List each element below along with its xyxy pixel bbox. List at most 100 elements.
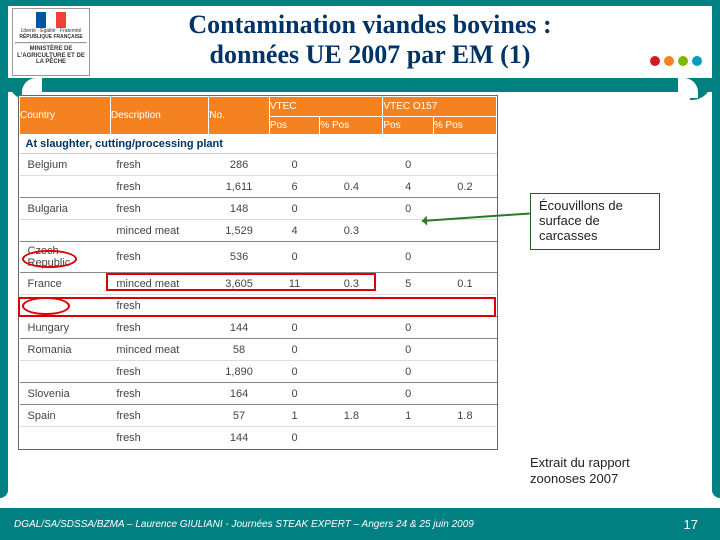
section-row: At slaughter, cutting/processing plant	[20, 135, 497, 154]
cell-p1: 0	[269, 383, 319, 405]
cell-country: Slovenia	[20, 383, 111, 405]
cell-no: 164	[209, 383, 270, 405]
border-right	[712, 0, 720, 498]
cell-pp1	[320, 361, 383, 383]
cell-desc: fresh	[110, 361, 208, 383]
cell-p2: 0	[383, 383, 433, 405]
table-row: Hungaryfresh14400	[20, 317, 497, 339]
cell-no: 1,529	[209, 220, 270, 242]
cell-pp1	[320, 154, 383, 176]
table-row: fresh1,61160.440.2	[20, 176, 497, 198]
cell-pp1	[320, 383, 383, 405]
flag-icon	[36, 12, 66, 28]
cell-p1: 4	[269, 220, 319, 242]
page-number: 17	[684, 517, 698, 532]
dot-icon	[678, 56, 688, 66]
cell-desc: fresh	[110, 176, 208, 198]
cell-p1: 0	[269, 198, 319, 220]
cell-p1: 0	[269, 339, 319, 361]
cell-no: 1,890	[209, 361, 270, 383]
cell-p2: 0	[383, 317, 433, 339]
cell-country: Bulgaria	[20, 198, 111, 220]
border-left	[0, 0, 8, 498]
cell-country: Hungary	[20, 317, 111, 339]
th-vtec-o157: VTEC O157	[383, 97, 497, 117]
table-row: Romaniaminced meat5800	[20, 339, 497, 361]
cell-desc: fresh	[110, 242, 208, 273]
ministry-logo: Liberté · Égalité · Fraternité RÉPUBLIQU…	[12, 8, 90, 76]
highlight-rect	[18, 297, 496, 317]
cell-p1: 0	[269, 154, 319, 176]
cell-pp1: 0.4	[320, 176, 383, 198]
cell-p2: 0	[383, 361, 433, 383]
cell-pp1: 0.3	[320, 220, 383, 242]
table-row: Spainfresh5711.811.8	[20, 405, 497, 427]
footer: DGAL/SA/SDSSA/BZMA – Laurence GIULIANI -…	[0, 508, 720, 540]
cell-p2: 4	[383, 176, 433, 198]
th-pos1: Pos	[269, 117, 319, 135]
cell-country	[20, 361, 111, 383]
cell-no: 536	[209, 242, 270, 273]
table-row: Belgiumfresh28600	[20, 154, 497, 176]
cell-p1: 1	[269, 405, 319, 427]
cell-pp2: 0.2	[433, 176, 496, 198]
section-label: At slaughter, cutting/processing plant	[20, 135, 497, 154]
cell-desc: minced meat	[110, 220, 208, 242]
cell-country: Romania	[20, 339, 111, 361]
cell-pp1	[320, 427, 383, 449]
table-row: Sloveniafresh16400	[20, 383, 497, 405]
cell-pp2	[433, 339, 496, 361]
cell-pp2	[433, 317, 496, 339]
cell-p2: 0	[383, 154, 433, 176]
cell-pp2	[433, 220, 496, 242]
th-description: Description	[110, 97, 208, 135]
cell-no: 144	[209, 427, 270, 449]
th-country: Country	[20, 97, 111, 135]
cell-pp2	[433, 154, 496, 176]
table-row: fresh1440	[20, 427, 497, 449]
border-top	[0, 0, 720, 6]
cell-desc: fresh	[110, 154, 208, 176]
table-row: Czech Republicfresh53600	[20, 242, 497, 273]
cell-p2: 0	[383, 339, 433, 361]
cell-p2: 0	[383, 242, 433, 273]
cell-p2	[383, 427, 433, 449]
cell-p2: 5	[383, 273, 433, 295]
cell-p2: 1	[383, 405, 433, 427]
th-no: No.	[209, 97, 270, 135]
cell-no: 148	[209, 198, 270, 220]
th-vtec: VTEC	[269, 97, 383, 117]
callout-ecouvillons: Écouvillons de surface de carcasses	[530, 193, 660, 250]
page-title: Contamination viandes bovines : données …	[100, 10, 640, 70]
cell-country: France	[20, 273, 111, 295]
footer-text: DGAL/SA/SDSSA/BZMA – Laurence GIULIANI -…	[14, 519, 474, 530]
cell-country	[20, 176, 111, 198]
cell-pp1	[320, 339, 383, 361]
highlight-rect	[106, 273, 376, 291]
th-ppos1: % Pos	[320, 117, 383, 135]
cell-p1: 0	[269, 427, 319, 449]
th-ppos2: % Pos	[433, 117, 496, 135]
cell-p1: 0	[269, 361, 319, 383]
brand-dots	[650, 56, 702, 66]
dot-icon	[650, 56, 660, 66]
cell-country	[20, 220, 111, 242]
cell-desc: fresh	[110, 383, 208, 405]
cell-no: 58	[209, 339, 270, 361]
cell-no: 57	[209, 405, 270, 427]
title-line2: données UE 2007 par EM (1)	[210, 40, 531, 69]
cell-country: Spain	[20, 405, 111, 427]
header-bar	[8, 78, 712, 92]
cell-p1: 0	[269, 317, 319, 339]
curve-right	[690, 78, 712, 100]
cell-pp1: 1.8	[320, 405, 383, 427]
cell-pp1	[320, 242, 383, 273]
cell-pp2: 1.8	[433, 405, 496, 427]
cell-pp2	[433, 361, 496, 383]
cell-desc: minced meat	[110, 339, 208, 361]
cell-p1: 6	[269, 176, 319, 198]
logo-text2: RÉPUBLIQUE FRANÇAISE	[15, 35, 87, 41]
cell-pp2	[433, 427, 496, 449]
highlight-oval	[22, 250, 77, 268]
slide-frame: Liberté · Égalité · Fraternité RÉPUBLIQU…	[0, 0, 720, 540]
